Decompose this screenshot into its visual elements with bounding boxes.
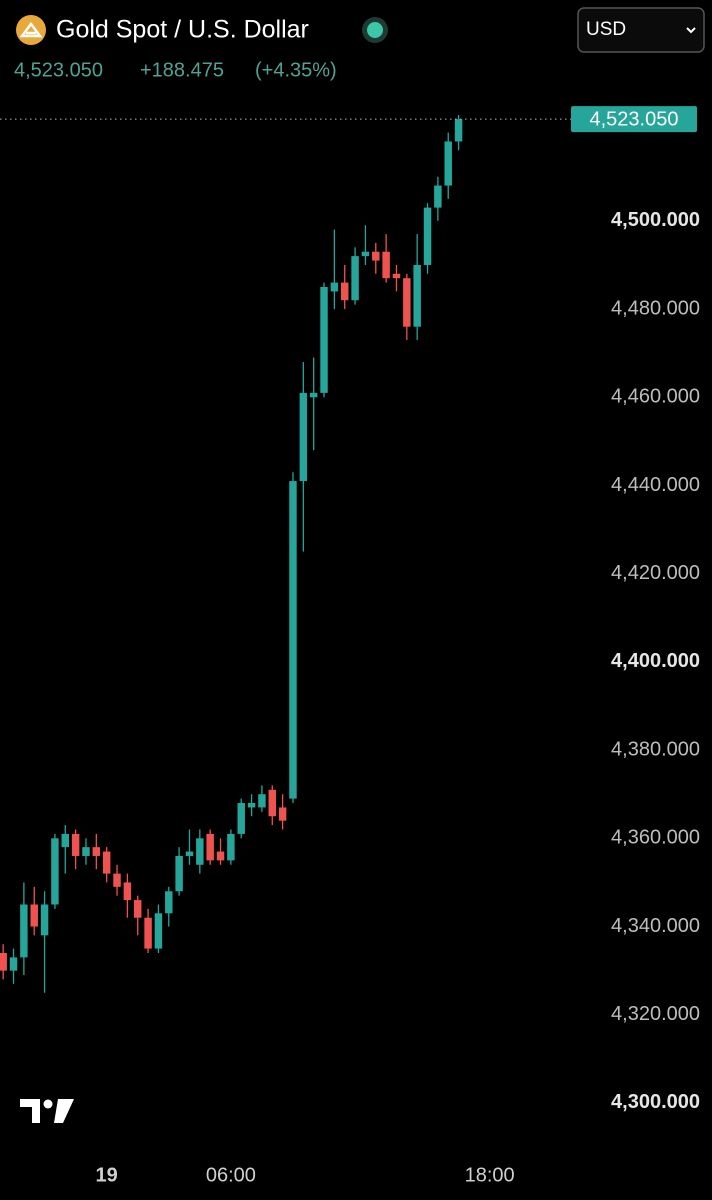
candle-body [196,838,204,865]
x-tick-label: 18:00 [465,1164,515,1186]
last-price-tag-label: 4,523.050 [590,108,679,130]
candle-body [206,833,214,861]
candle-body [61,833,70,848]
candle-body [30,904,38,927]
candle-body [247,803,256,808]
candle-body [20,904,28,958]
y-tick-label: 4,340.000 [611,915,700,937]
x-tick-label: 19 [96,1164,118,1186]
candle-body [92,847,101,856]
candle-body [144,917,152,949]
candle-body [40,904,49,936]
candle-body [330,282,339,292]
candle-body [133,900,142,918]
price-change-percent: (+4.35%) [255,59,337,81]
candle-body [289,481,297,799]
last-price-tag [571,106,697,133]
last-price: 4,523.050 [14,59,103,81]
candle-body [0,952,7,971]
y-tick-label: 4,460.000 [611,386,700,408]
y-tick-label: 4,300.000 [611,1091,700,1113]
candle-body [372,251,380,261]
candle-body [258,794,266,808]
price-change: +188.475 [140,59,224,81]
candle-body [51,838,59,905]
candle-body [434,185,442,208]
y-tick-label: 4,480.000 [611,297,700,319]
candle-body [382,251,390,279]
y-tick-label: 4,360.000 [611,827,700,849]
tradingview-logo [20,1099,74,1123]
symbol-icon [16,15,46,45]
candle-body [320,287,328,393]
currency-dropdown[interactable]: USD [577,7,705,53]
candle-body [278,807,287,821]
candle-body [123,882,132,901]
candle-body [423,207,432,265]
candle-body [454,119,463,142]
candle-body [392,273,401,279]
candle-body [227,833,235,861]
candle-body [165,891,173,914]
plot: 4,300.000 4,320.000 4,340.000 4,360.000 4,38… [0,106,700,1186]
y-tick-label: 4,320.000 [611,1003,700,1025]
candle-body [361,251,370,257]
y-tick-label: 4,380.000 [611,738,700,760]
candle-body [102,851,111,874]
candle-body [403,278,411,327]
candle-body [309,392,318,398]
candle-body [413,264,421,327]
x-tick-label: 06:00 [206,1164,256,1186]
y-tick-label: 4,500.000 [611,209,700,231]
candle-body [71,833,80,856]
candle-body [154,913,163,949]
y-tick-label: 4,440.000 [611,474,700,496]
candle-body [216,851,225,861]
candle-body [9,957,18,971]
symbol-title: Gold Spot / U.S. Dollar [56,16,309,44]
candle-body [268,789,277,817]
currency-label: USD [586,19,626,40]
market-status-dot [367,22,383,38]
candle-body [113,873,121,887]
candle-body [351,256,359,301]
candle-body [185,851,194,856]
candle-body [340,282,349,301]
candle-body [82,847,90,856]
candle-body [444,141,452,186]
candle-body [299,392,308,482]
y-tick-label: 4,400.000 [611,650,700,672]
candle-body [175,855,183,892]
y-tick-label: 4,420.000 [611,562,700,584]
candle-body [237,803,245,834]
